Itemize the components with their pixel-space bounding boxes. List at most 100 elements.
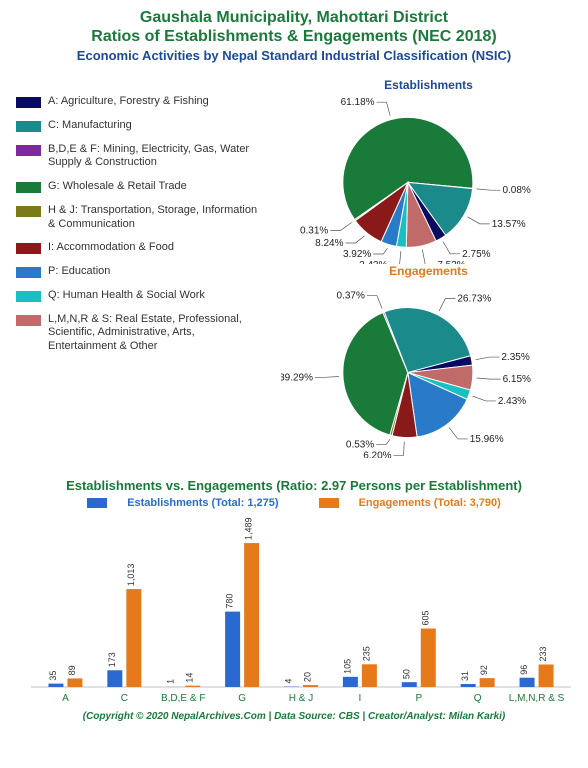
bar-value: 605 [420,610,430,625]
bar-category: G [238,693,246,704]
legend: A: Agriculture, Forestry & Fishing C: Man… [16,95,266,364]
legend-label: B,D,E & F: Mining, Electricity, Gas, Wat… [48,143,266,171]
bar-eng [421,629,436,687]
legend-label: L,M,N,R & S: Real Estate, Professional, … [48,313,266,354]
bar-est [520,678,535,687]
title-line-2: Ratios of Establishments & Engagements (… [0,27,588,46]
legend-swatch [16,206,41,217]
bar-title: Establishments vs. Engagements (Ratio: 2… [0,478,588,493]
pie-label: 2.43% [359,260,387,264]
legend-swatch [16,291,41,302]
bar-eng [185,686,200,687]
pie-label: 3.92% [343,249,371,260]
bar-category: I [358,693,361,704]
legend-swatch [16,182,41,193]
bar-eng [244,543,259,687]
bar-value: 173 [107,652,117,667]
bar-category: B,D,E & F [161,693,205,704]
bar-eng [539,664,554,687]
bar-value: 1,489 [244,518,254,541]
legend-swatch [16,145,41,156]
pie-section: Establishments 61.18%0.08%13.57%2.75%7.5… [281,78,576,458]
bar-value: 1,013 [126,564,136,587]
pie-label: 2.75% [462,249,490,260]
pie-engagements: 39.29% 0.37% 26.73% 2.35% 6.15% 2.43% 15.96% 6.… [281,280,576,458]
legend-item: L,M,N,R & S: Real Estate, Professional, … [16,313,266,354]
pie-label: 6.20% [363,450,391,458]
legend-item: Q: Human Health & Social Work [16,289,266,303]
pie-label: 61.18% [341,97,375,108]
legend-swatch [16,97,41,108]
pie-label: 15.96% [470,434,504,445]
bar-category: L,M,N,R & S [509,693,565,704]
pie-label: 0.31% [300,226,328,237]
legend-label: Q: Human Health & Social Work [48,289,205,303]
legend-item: I: Accommodation & Food [16,241,266,255]
bar-value: 92 [479,665,489,675]
legend-label: C: Manufacturing [48,119,132,133]
pie-label: 6.15% [503,374,531,385]
bar-est [343,677,358,687]
pie-title-establishments: Establishments [281,78,576,92]
bar-value: 96 [519,665,529,675]
bar-category: A [62,693,69,704]
bar-value: 233 [538,646,548,661]
bar-est [225,612,240,687]
subtitle: Economic Activities by Nepal Standard In… [0,48,588,63]
bar-legend-label: Establishments (Total: 1,275) [127,497,278,509]
bar-value: 89 [67,665,77,675]
pie-label: 2.35% [501,352,529,363]
pie-establishments: 61.18%0.08%13.57%2.75%7.53%2.43%3.92%8.2… [281,94,576,264]
legend-swatch [16,121,41,132]
bar-chart: 3589A1731,013C114B,D,E & F7801,489G420H … [12,517,576,707]
bar-legend-swatch [87,498,107,508]
legend-swatch [16,267,41,278]
legend-item: P: Education [16,265,266,279]
pie-label: 0.37% [337,291,365,302]
legend-label: G: Wholesale & Retail Trade [48,180,187,194]
pie-label: 39.29% [281,372,313,383]
legend-label: H & J: Transportation, Storage, Informat… [48,204,266,232]
pie-label: 2.43% [498,396,526,407]
bar-value: 4 [284,679,294,684]
bar-value: 20 [303,672,313,682]
bar-eng [480,678,495,687]
bar-est [107,670,122,687]
legend-label: P: Education [48,265,110,279]
bar-est [402,682,417,687]
bar-category: C [121,693,128,704]
legend-item: B,D,E & F: Mining, Electricity, Gas, Wat… [16,143,266,171]
pie-label: 26.73% [457,294,491,305]
pie-label: 13.57% [492,219,526,230]
legend-swatch [16,243,41,254]
bar-est [48,684,63,687]
bar-value: 31 [460,671,470,681]
title-block: Gaushala Municipality, Mahottari Distric… [0,0,588,63]
bar-value: 50 [401,669,411,679]
legend-item: C: Manufacturing [16,119,266,133]
bar-legend: Establishments (Total: 1,275) Engagements… [0,497,588,509]
pie-label: 0.53% [346,439,374,450]
legend-item: G: Wholesale & Retail Trade [16,180,266,194]
bar-value: 780 [225,594,235,609]
bar-value: 35 [48,671,58,681]
chart-container: Gaushala Municipality, Mahottari Distric… [0,0,588,768]
pie-label: 8.24% [315,238,343,249]
bar-legend-item: Establishments (Total: 1,275) [77,497,288,509]
legend-label: I: Accommodation & Food [48,241,174,255]
legend-label: A: Agriculture, Forestry & Fishing [48,95,209,109]
bar-category: P [415,693,422,704]
legend-swatch [16,315,41,326]
bar-value: 1 [166,679,176,684]
title-line-1: Gaushala Municipality, Mahottari Distric… [0,8,588,27]
bar-legend-label: Engagements (Total: 3,790) [359,497,501,509]
legend-item: H & J: Transportation, Storage, Informat… [16,204,266,232]
copyright: (Copyright © 2020 NepalArchives.Com | Da… [0,711,588,722]
legend-item: A: Agriculture, Forestry & Fishing [16,95,266,109]
bar-category: H & J [289,693,313,704]
bar-eng [67,678,82,687]
pie-label: 0.08% [502,185,530,196]
bar-eng [362,664,377,687]
bar-value: 235 [361,646,371,661]
bar-eng [303,685,318,687]
